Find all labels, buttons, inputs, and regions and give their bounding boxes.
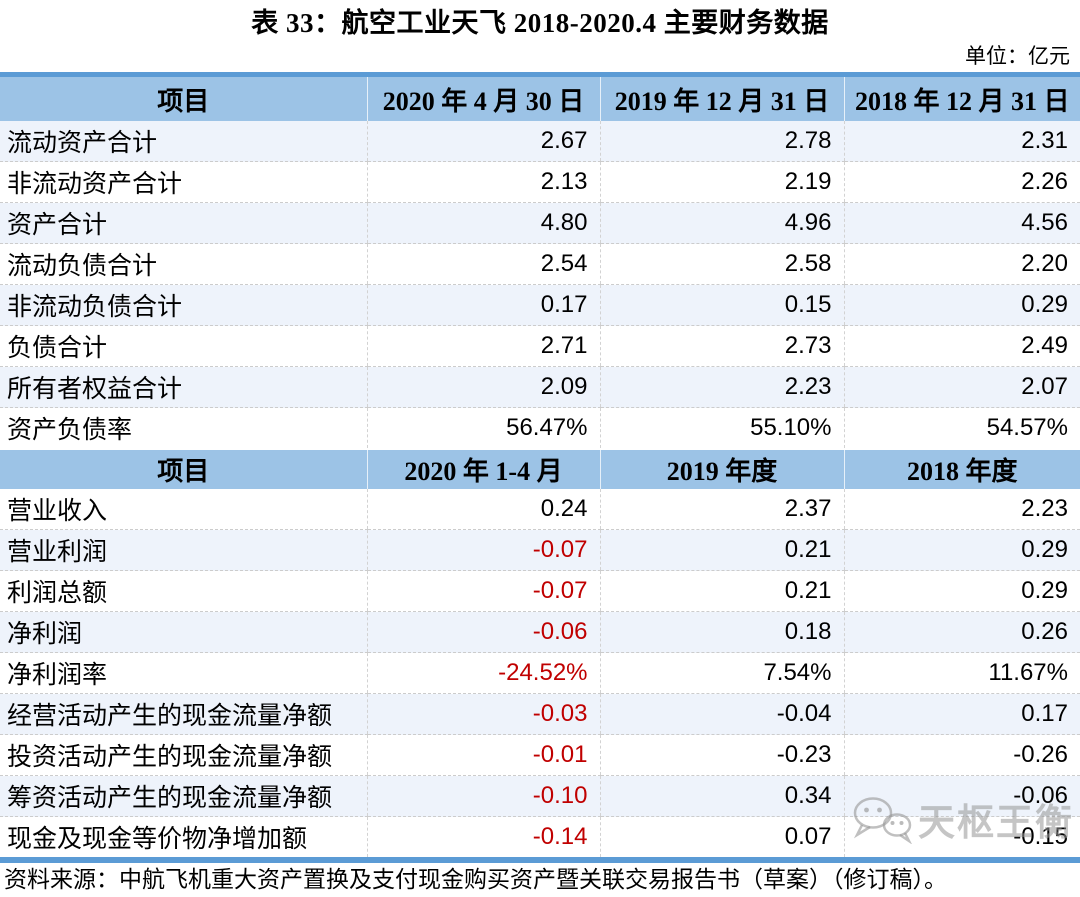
cell-value: 0.07 xyxy=(599,816,844,860)
header-cell: 2018 年度 xyxy=(843,448,1080,489)
cell-value: 0.15 xyxy=(599,284,844,326)
table-row: 净利润 -0.06 0.18 0.26 xyxy=(0,611,1080,653)
unit-note: 单位：亿元 xyxy=(965,44,1070,68)
table-row: 利润总额 -0.07 0.21 0.29 xyxy=(0,570,1080,612)
financial-table: 项目 2020 年 4 月 30 日 2019 年 12 月 31 日 2018 年 … xyxy=(0,72,1080,863)
row-label: 流动资产合计 xyxy=(0,121,367,162)
header-cell: 2020 年 1-4 月 xyxy=(366,448,600,489)
cell-value: 56.47% xyxy=(366,407,600,450)
cell-value: 0.29 xyxy=(843,570,1080,612)
header-cell: 2019 年 12 月 31 日 xyxy=(599,74,844,121)
cell-value: 2.19 xyxy=(599,161,844,203)
row-label: 非流动负债合计 xyxy=(0,284,367,326)
cell-value: 4.96 xyxy=(599,202,844,244)
row-label: 筹资活动产生的现金流量净额 xyxy=(0,775,367,817)
cell-value: 2.54 xyxy=(366,243,600,285)
cell-value: 2.67 xyxy=(366,121,600,162)
row-label: 资产合计 xyxy=(0,202,367,244)
row-label: 营业利润 xyxy=(0,529,367,571)
cell-value: -0.15 xyxy=(843,816,1080,860)
cell-value: 4.56 xyxy=(843,202,1080,244)
row-label: 营业收入 xyxy=(0,489,367,530)
cell-value: 2.26 xyxy=(843,161,1080,203)
cell-value: 2.23 xyxy=(599,366,844,408)
header-cell: 2018 年 12 月 31 日 xyxy=(843,74,1080,121)
cell-value: -0.07 xyxy=(366,529,600,571)
cell-value: 2.78 xyxy=(599,121,844,162)
header-cell: 项目 xyxy=(0,74,367,121)
cell-value: 2.23 xyxy=(843,489,1080,530)
row-label: 净利润 xyxy=(0,611,367,653)
cell-value: 0.24 xyxy=(366,489,600,530)
cell-value: 2.20 xyxy=(843,243,1080,285)
table-row: 经营活动产生的现金流量净额 -0.03 -0.04 0.17 xyxy=(0,693,1080,735)
cell-value: 2.09 xyxy=(366,366,600,408)
header-cell: 项目 xyxy=(0,448,367,489)
cell-value: 2.49 xyxy=(843,325,1080,367)
table-row: 非流动负债合计 0.17 0.15 0.29 xyxy=(0,284,1080,326)
row-label: 投资活动产生的现金流量净额 xyxy=(0,734,367,776)
cell-value: -0.06 xyxy=(843,775,1080,817)
cell-value: 7.54% xyxy=(599,652,844,694)
cell-value: -0.10 xyxy=(366,775,600,817)
cell-value: -0.03 xyxy=(366,693,600,735)
table-row: 筹资活动产生的现金流量净额 -0.10 0.34 -0.06 xyxy=(0,775,1080,817)
cell-value: 54.57% xyxy=(843,407,1080,450)
cell-value: 0.26 xyxy=(843,611,1080,653)
cell-value: 2.07 xyxy=(843,366,1080,408)
cell-value: -0.14 xyxy=(366,816,600,860)
table-title: 表 33：航空工业天飞 2018-2020.4 主要财务数据 xyxy=(251,8,829,38)
table-row: 非流动资产合计 2.13 2.19 2.26 xyxy=(0,161,1080,203)
table-row: 负债合计 2.71 2.73 2.49 xyxy=(0,325,1080,367)
cell-value: 0.21 xyxy=(599,570,844,612)
table-row: 流动资产合计 2.67 2.78 2.31 xyxy=(0,121,1080,162)
table-row: 投资活动产生的现金流量净额 -0.01 -0.23 -0.26 xyxy=(0,734,1080,776)
cell-value: -0.06 xyxy=(366,611,600,653)
cell-value: -0.01 xyxy=(366,734,600,776)
row-label: 经营活动产生的现金流量净额 xyxy=(0,693,367,735)
row-label: 负债合计 xyxy=(0,325,367,367)
table-row: 资产合计 4.80 4.96 4.56 xyxy=(0,202,1080,244)
cell-value: 2.73 xyxy=(599,325,844,367)
row-label: 所有者权益合计 xyxy=(0,366,367,408)
table-row: 资产负债率 56.47% 55.10% 54.57% xyxy=(0,407,1080,450)
table-row: 净利润率 -24.52% 7.54% 11.67% xyxy=(0,652,1080,694)
table-row: 营业利润 -0.07 0.21 0.29 xyxy=(0,529,1080,571)
cell-value: 0.29 xyxy=(843,529,1080,571)
row-label: 非流动资产合计 xyxy=(0,161,367,203)
cell-value: 2.37 xyxy=(599,489,844,530)
row-label: 资产负债率 xyxy=(0,407,367,450)
table-row: 营业收入 0.24 2.37 2.23 xyxy=(0,489,1080,530)
table-row: 流动负债合计 2.54 2.58 2.20 xyxy=(0,243,1080,285)
cell-value: 0.21 xyxy=(599,529,844,571)
cell-value: 0.18 xyxy=(599,611,844,653)
cell-value: -24.52% xyxy=(366,652,600,694)
header-cell: 2020 年 4 月 30 日 xyxy=(366,74,600,121)
table-row: 所有者权益合计 2.09 2.23 2.07 xyxy=(0,366,1080,408)
cell-value: 0.29 xyxy=(843,284,1080,326)
cell-value: -0.07 xyxy=(366,570,600,612)
row-label: 净利润率 xyxy=(0,652,367,694)
header-cell: 2019 年度 xyxy=(599,448,844,489)
cell-value: 2.71 xyxy=(366,325,600,367)
cell-value: 4.80 xyxy=(366,202,600,244)
cell-value: 0.17 xyxy=(366,284,600,326)
cell-value: -0.23 xyxy=(599,734,844,776)
row-label: 流动负债合计 xyxy=(0,243,367,285)
cell-value: 0.34 xyxy=(599,775,844,817)
header-row: 项目 2020 年 4 月 30 日 2019 年 12 月 31 日 2018 年 … xyxy=(0,74,1080,121)
table-row: 现金及现金等价物净增加额 -0.14 0.07 -0.15 xyxy=(0,816,1080,860)
cell-value: 2.31 xyxy=(843,121,1080,162)
row-label: 现金及现金等价物净增加额 xyxy=(0,816,367,860)
cell-value: 0.17 xyxy=(843,693,1080,735)
cell-value: 2.58 xyxy=(599,243,844,285)
row-label: 利润总额 xyxy=(0,570,367,612)
cell-value: 2.13 xyxy=(366,161,600,203)
cell-value: -0.04 xyxy=(599,693,844,735)
cell-value: 55.10% xyxy=(599,407,844,450)
cell-value: -0.26 xyxy=(843,734,1080,776)
cell-value: 11.67% xyxy=(843,652,1080,694)
source-note: 资料来源：中航飞机重大资产置换及支付现金购买资产暨关联交易报告书（草案）（修订稿… xyxy=(4,867,947,892)
header-row: 项目 2020 年 1-4 月 2019 年度 2018 年度 xyxy=(0,448,1080,489)
